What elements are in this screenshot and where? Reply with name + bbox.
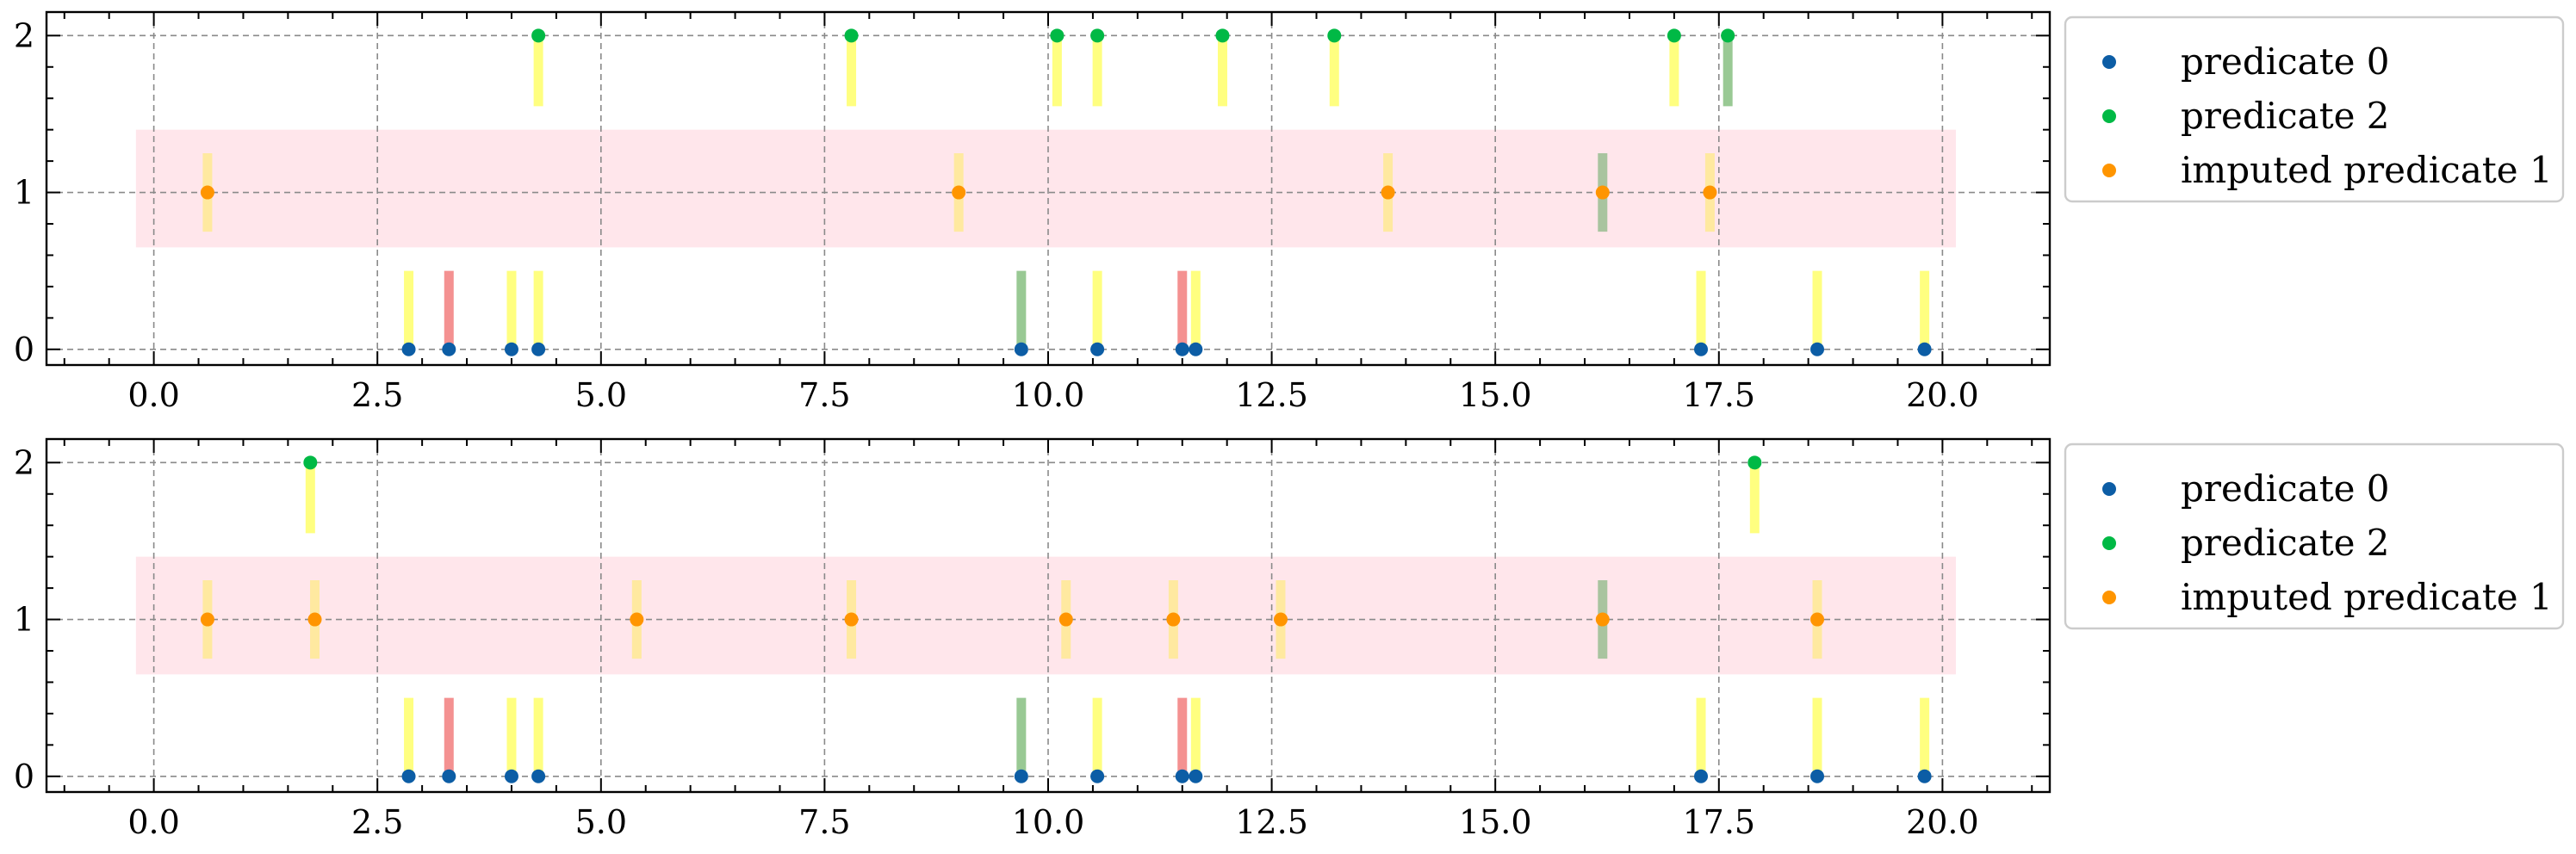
legend-label: predicate 0 — [2181, 40, 2390, 83]
point-imputed-predicate-1 — [952, 185, 966, 200]
point-predicate-2 — [1667, 28, 1681, 43]
point-predicate-0 — [1694, 342, 1709, 356]
x-tick-label: 12.5 — [1235, 803, 1308, 841]
point-predicate-0 — [504, 342, 518, 356]
point-predicate-0 — [1189, 769, 1203, 783]
x-tick-label: 17.5 — [1682, 803, 1755, 841]
point-predicate-2 — [1747, 455, 1762, 470]
x-tick-label: 0.0 — [127, 803, 179, 841]
x-tick-label: 0.0 — [127, 376, 179, 414]
legend-marker — [2102, 591, 2116, 604]
point-imputed-predicate-1 — [1595, 185, 1610, 200]
x-tick-label: 10.0 — [1012, 803, 1085, 841]
point-predicate-0 — [1917, 769, 1932, 783]
legend-label: predicate 2 — [2181, 522, 2390, 564]
point-imputed-predicate-1 — [1703, 185, 1717, 200]
x-tick-label: 5.0 — [575, 803, 627, 841]
x-tick-label: 2.5 — [351, 376, 403, 414]
x-tick-label: 20.0 — [1906, 376, 1979, 414]
x-tick-label: 12.5 — [1235, 376, 1308, 414]
point-predicate-0 — [1014, 342, 1028, 356]
legend-label: predicate 0 — [2181, 467, 2390, 510]
chart-panel-1: 0.0 2.5 5.0 7.5 10.0 12.5 15.0 17.5 20.0 0 1 2 — [14, 10, 2051, 414]
point-predicate-0 — [531, 769, 546, 783]
point-predicate-0 — [442, 342, 456, 356]
y-tick-label: 2 — [14, 443, 34, 481]
legend-label: imputed predicate 1 — [2181, 149, 2553, 191]
point-imputed-predicate-1 — [200, 185, 214, 200]
point-predicate-2 — [1215, 28, 1230, 43]
point-imputed-predicate-1 — [844, 612, 859, 627]
imputation-band — [135, 129, 1956, 248]
point-predicate-0 — [1810, 342, 1825, 356]
x-tick-label: 5.0 — [575, 376, 627, 414]
point-predicate-0 — [401, 342, 416, 356]
x-tick-label: 15.0 — [1459, 376, 1532, 414]
point-predicate-0 — [401, 769, 416, 783]
y-tick-label: 1 — [14, 174, 34, 212]
legend-marker — [2102, 164, 2116, 177]
point-predicate-0 — [1694, 769, 1709, 783]
y-tick-label: 2 — [14, 16, 34, 54]
point-imputed-predicate-1 — [1595, 612, 1610, 627]
legend-marker — [2102, 536, 2116, 550]
point-imputed-predicate-1 — [1166, 612, 1181, 627]
point-predicate-2 — [1090, 28, 1105, 43]
x-tick-label: 7.5 — [798, 376, 850, 414]
y-tick-label: 1 — [14, 601, 34, 639]
x-tick-label: 10.0 — [1012, 376, 1085, 414]
point-predicate-0 — [1090, 342, 1105, 356]
point-imputed-predicate-1 — [1810, 612, 1825, 627]
legend-label: predicate 2 — [2181, 95, 2390, 137]
point-predicate-2 — [303, 455, 318, 470]
legend-marker — [2102, 55, 2116, 69]
point-predicate-2 — [531, 28, 546, 43]
point-predicate-0 — [1014, 769, 1028, 783]
point-imputed-predicate-1 — [1381, 185, 1395, 200]
point-imputed-predicate-1 — [200, 612, 214, 627]
point-predicate-0 — [1175, 769, 1189, 783]
y-tick-label: 0 — [14, 331, 34, 368]
legend-marker — [2102, 109, 2116, 123]
chart-panel-2: 0.0 2.5 5.0 7.5 10.0 12.5 15.0 17.5 20.0 0 1 2 — [14, 437, 2051, 841]
y-tick-label: 0 — [14, 758, 34, 795]
point-imputed-predicate-1 — [1058, 612, 1073, 627]
legend-box — [2064, 15, 2565, 203]
legend-label: imputed predicate 1 — [2181, 576, 2553, 618]
point-predicate-2 — [1327, 28, 1342, 43]
point-predicate-0 — [1810, 769, 1825, 783]
x-tick-label: 15.0 — [1459, 803, 1532, 841]
point-predicate-0 — [504, 769, 518, 783]
point-predicate-2 — [844, 28, 859, 43]
point-predicate-0 — [1917, 342, 1932, 356]
x-tick-label: 20.0 — [1906, 803, 1979, 841]
point-imputed-predicate-1 — [307, 612, 322, 627]
point-predicate-0 — [1175, 342, 1189, 356]
point-predicate-2 — [1721, 28, 1735, 43]
point-predicate-0 — [531, 342, 546, 356]
point-predicate-0 — [1189, 342, 1203, 356]
point-imputed-predicate-1 — [1273, 612, 1288, 627]
x-tick-label: 17.5 — [1682, 376, 1755, 414]
legend: predicate 0 predicate 2 imputed predicate … — [2064, 15, 2565, 203]
legend-box — [2064, 442, 2565, 630]
x-tick-label: 7.5 — [798, 803, 850, 841]
point-imputed-predicate-1 — [630, 612, 644, 627]
x-tick-label: 2.5 — [351, 803, 403, 841]
legend-marker — [2102, 482, 2116, 496]
point-predicate-0 — [1090, 769, 1105, 783]
point-predicate-2 — [1050, 28, 1065, 43]
imputation-band — [135, 556, 1956, 675]
point-predicate-0 — [442, 769, 456, 783]
legend: predicate 0 predicate 2 imputed predicate … — [2064, 442, 2565, 630]
